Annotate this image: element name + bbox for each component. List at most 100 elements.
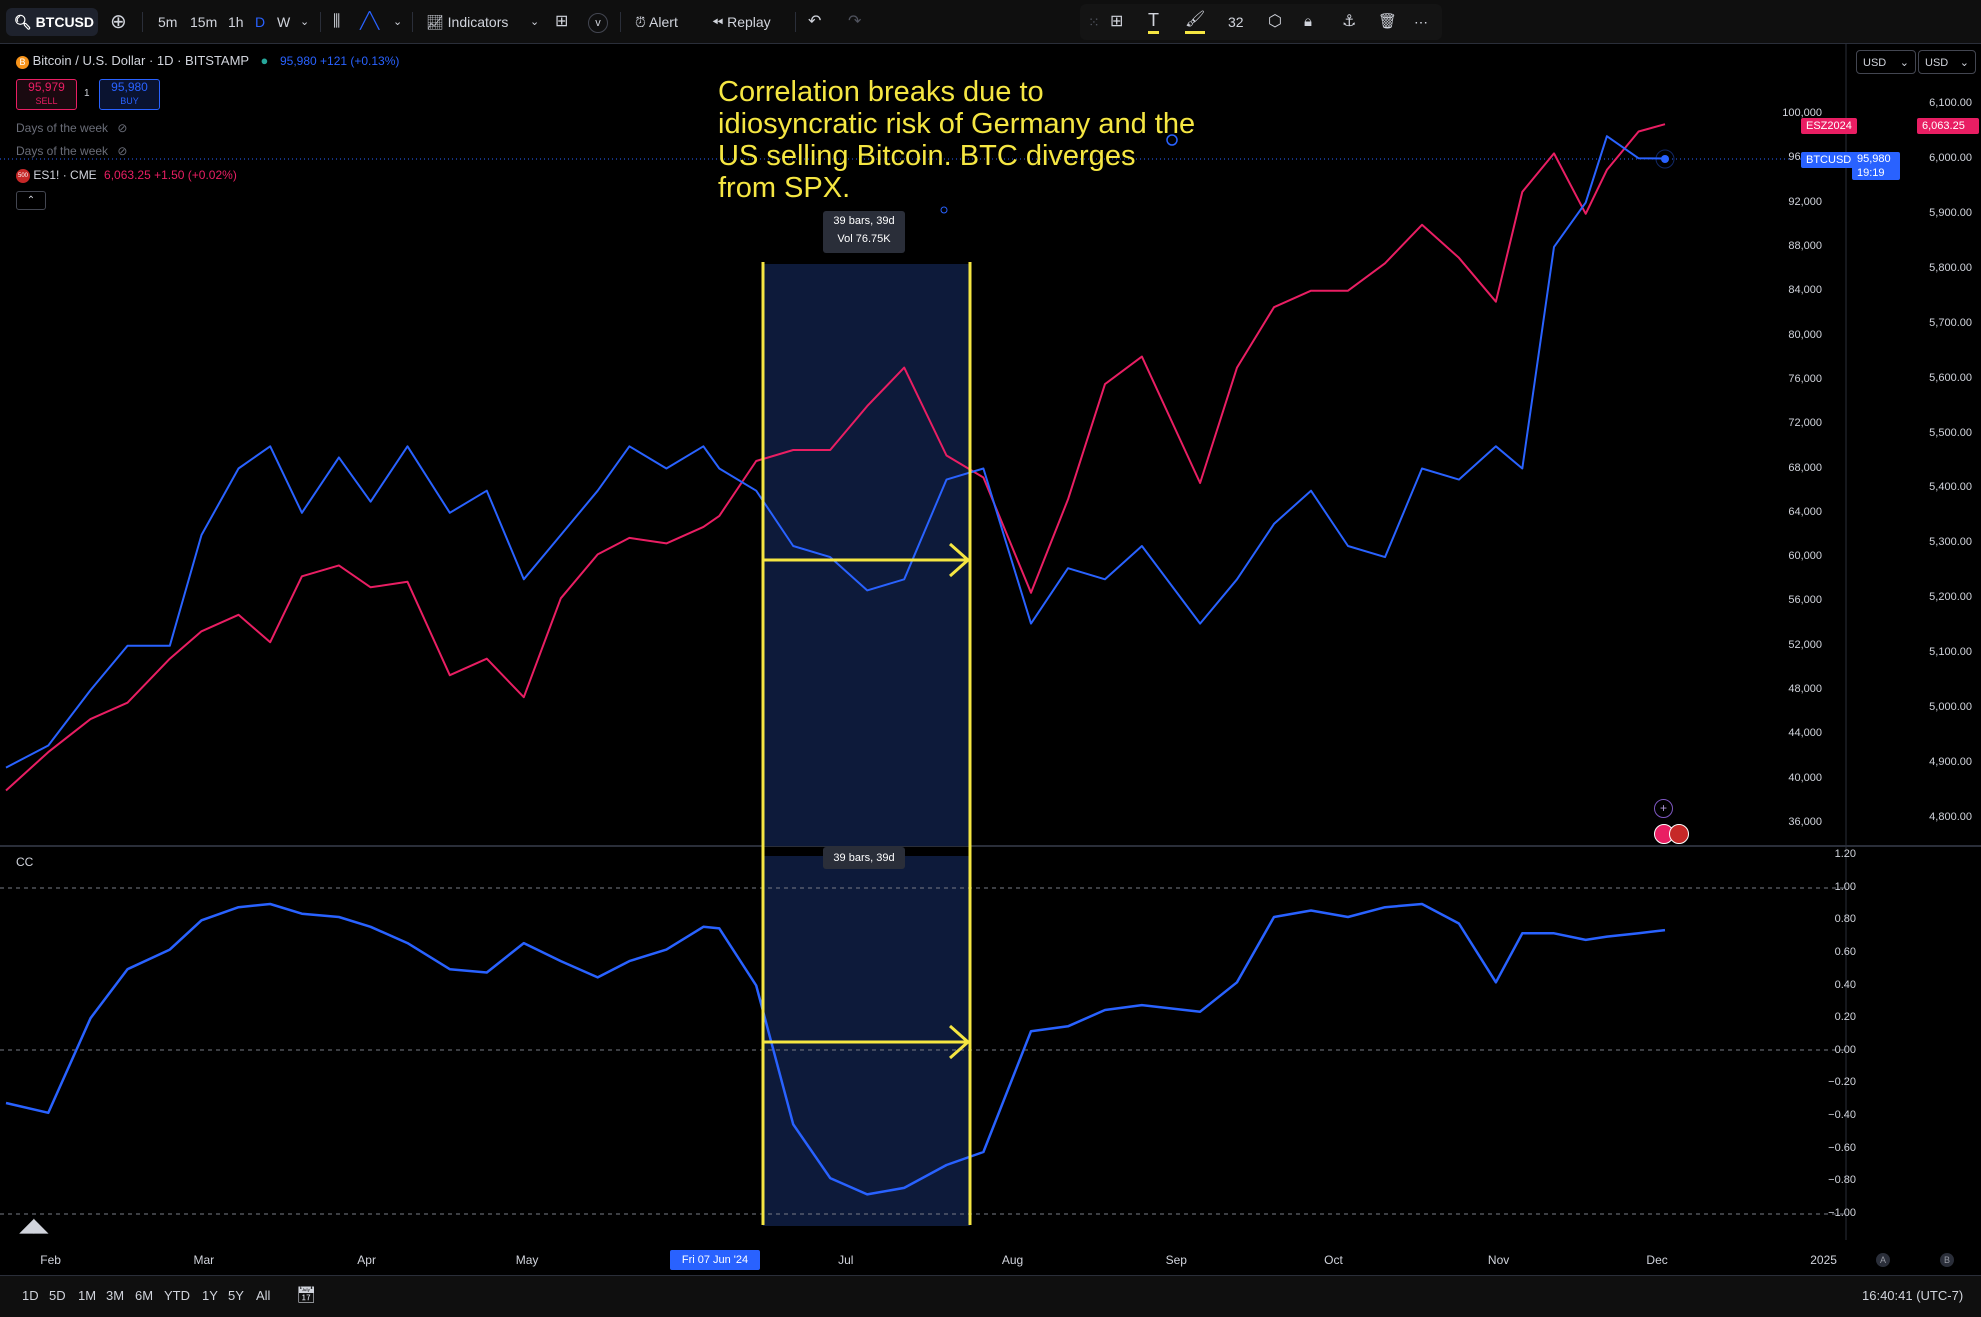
interval-5m[interactable]: 5m <box>158 14 178 30</box>
divider <box>412 12 413 32</box>
lock-icon[interactable]: 🔒︎ <box>1304 13 1312 30</box>
es-axis-tick: 5,600.00 <box>1929 371 1972 384</box>
compare-series-legend[interactable]: 500 ES1! · CME 6,063.25 +1.50 (+0.02%) <box>16 168 237 183</box>
cc-axis-tick: −0.80 <box>1828 1174 1856 1187</box>
interval-dropdown-icon[interactable]: ⌄ <box>300 16 310 28</box>
tradingview-logo[interactable]: ◢◣ <box>20 1215 48 1235</box>
time-axis-label: Mar <box>193 1253 215 1267</box>
us-flag-icon-2[interactable] <box>1669 824 1689 844</box>
cc-axis-tick: −0.40 <box>1828 1109 1856 1122</box>
cc-axis-tick: 0.80 <box>1834 913 1856 926</box>
range-button-1m[interactable]: 1M <box>78 1288 97 1303</box>
hidden-eye-icon[interactable]: ⊘ <box>117 121 128 135</box>
paint-bucket-icon[interactable]: 🖌︎ <box>1185 7 1206 34</box>
bottom-toolbar: 1D 5D 1M 3M 6M YTD 1Y 5Y All 📅︎ 16:40:41 (UTC-7) <box>0 1275 1981 1317</box>
sell-button[interactable]: 95,979 SELL <box>16 79 77 110</box>
main-series-legend[interactable]: B Bitcoin / U.S. Dollar · 1D · BITSTAMP … <box>16 53 399 69</box>
symbol-search-button[interactable]: 🔍︎ BTCUSD <box>6 8 98 36</box>
drag-handle-icon[interactable]: ⁙ <box>1088 14 1100 30</box>
divider <box>320 12 321 32</box>
auto-scale-button[interactable]: A <box>1876 1253 1890 1267</box>
clock-label[interactable]: 16:40:41 (UTC-7) <box>1862 1288 1964 1303</box>
settings-icon[interactable]: ⬡ <box>1268 13 1282 30</box>
es-axis-tick: 5,800.00 <box>1929 261 1972 274</box>
btc-axis-tick: 40,000 <box>1788 771 1822 784</box>
alert-button[interactable]: ⏰︎ Alert <box>635 9 678 35</box>
anchor-icon[interactable]: ⚓︎ <box>1342 13 1357 30</box>
cc-line-series[interactable] <box>5 902 1666 1196</box>
range-button-all[interactable]: All <box>256 1288 271 1303</box>
range-button-1y[interactable]: 1Y <box>202 1288 218 1303</box>
hidden-eye-icon[interactable]: ⊘ <box>117 144 128 158</box>
cc-axis-tick: 0.40 <box>1834 978 1856 991</box>
annotation-anchor-2[interactable] <box>940 206 948 214</box>
btc-axis-tick: 48,000 <box>1788 683 1822 696</box>
indicators-dropdown-icon[interactable]: ⌄ <box>530 16 540 28</box>
currency-select-right[interactable]: USD ⌄ <box>1918 50 1976 74</box>
indicator-legend-1[interactable]: Days of the week ⊘ <box>16 121 127 135</box>
layout-grid-icon[interactable]: ⊞ <box>555 13 569 30</box>
cc-axis-tick: 1.00 <box>1834 880 1856 893</box>
indicator-legend-2[interactable]: Days of the week ⊘ <box>16 144 127 158</box>
range-button-6m[interactable]: 6M <box>135 1288 154 1303</box>
symbol-label: BTCUSD <box>35 14 95 30</box>
templates-dropdown-icon[interactable]: v <box>588 13 608 33</box>
range-button-3m[interactable]: 3M <box>106 1288 125 1303</box>
range-tooltip-volume: Vol 76.75K <box>837 233 891 245</box>
undo-icon[interactable]: ↶ <box>808 13 822 30</box>
cc-axis-tick: −0.60 <box>1828 1141 1856 1154</box>
chart-type-dropdown-icon[interactable]: ⌄ <box>393 16 403 28</box>
calendar-icon[interactable]: 📅︎ <box>296 1287 317 1304</box>
trash-icon[interactable]: 🗑︎ <box>1378 13 1398 30</box>
cc-pane-legend[interactable]: CC <box>16 855 33 869</box>
replay-button[interactable]: ⏪︎ Replay <box>712 9 771 35</box>
range-button-ytd[interactable]: YTD <box>164 1288 190 1303</box>
last-price-dot <box>1661 155 1669 163</box>
market-open-dot: ● <box>260 53 269 68</box>
indicators-label: Indicators <box>447 14 509 30</box>
range-button-1d[interactable]: 1D <box>22 1288 39 1303</box>
spread-value: 1 <box>84 88 90 99</box>
text-tool-icon[interactable]: T <box>1148 7 1159 34</box>
es-axis-tick: 5,700.00 <box>1929 316 1972 329</box>
range-arrowhead-upper <box>949 542 971 578</box>
line-chart-icon[interactable]: ╱╲ <box>360 13 380 30</box>
cc-axis-tick: 1.20 <box>1834 848 1856 860</box>
buy-label: BUY <box>120 96 139 106</box>
btc-line-series[interactable] <box>5 135 1666 769</box>
time-axis-label: May <box>515 1253 539 1267</box>
currency-select-left[interactable]: USD ⌄ <box>1856 50 1916 74</box>
range-button-5y[interactable]: 5Y <box>228 1288 244 1303</box>
compare-values: 6,063.25 +1.50 (+0.02%) <box>104 168 237 182</box>
event-plus-icon[interactable]: + <box>1654 799 1673 818</box>
redo-icon[interactable]: ↷ <box>848 13 862 30</box>
annotation-text[interactable]: Correlation breaks due to idiosyncratic … <box>718 76 1196 204</box>
es-line-series[interactable] <box>5 123 1666 792</box>
interval-w[interactable]: W <box>277 14 291 30</box>
more-icon[interactable]: ⋯ <box>1414 14 1428 30</box>
rewind-icon: ⏪︎ <box>712 14 724 30</box>
range-arrowhead-lower <box>949 1024 971 1060</box>
log-scale-button[interactable]: B <box>1940 1253 1954 1267</box>
indicators-button[interactable]: 📈︎ Indicators <box>426 9 508 35</box>
time-axis-label: Oct <box>1324 1253 1343 1267</box>
add-symbol-icon[interactable]: ⊕ <box>110 11 127 33</box>
btc-axis-tick: 92,000 <box>1788 195 1822 208</box>
btc-price-tag: 95,980 19:19 <box>1852 152 1900 180</box>
range-button-5d[interactable]: 5D <box>49 1288 66 1303</box>
interval-d[interactable]: D <box>255 14 266 30</box>
interval-1h[interactable]: 1h <box>228 14 244 30</box>
btc-axis-tick: 52,000 <box>1788 638 1822 651</box>
buy-button[interactable]: 95,980 BUY <box>99 79 160 110</box>
candles-icon[interactable]: ⫼ <box>333 13 341 30</box>
range-measure-upper[interactable] <box>763 264 970 846</box>
object-tree-icon[interactable]: ⊞ <box>1110 13 1124 30</box>
btc-axis-tick: 68,000 <box>1788 461 1822 474</box>
annotation-anchor[interactable] <box>1166 134 1178 146</box>
btc-axis-tick: 44,000 <box>1788 727 1822 740</box>
font-size-select[interactable]: 32 <box>1228 14 1244 30</box>
time-axis-label: Dec <box>1646 1253 1668 1267</box>
collapse-legend-button[interactable]: ⌃ <box>16 191 46 210</box>
interval-15m[interactable]: 15m <box>190 14 218 30</box>
